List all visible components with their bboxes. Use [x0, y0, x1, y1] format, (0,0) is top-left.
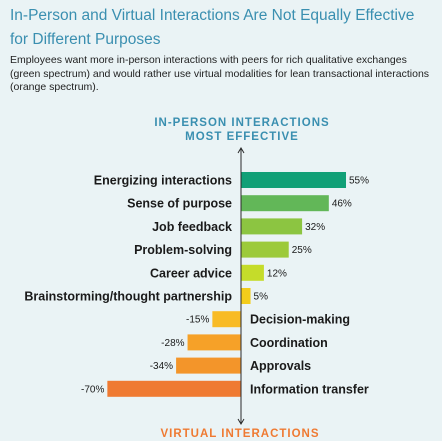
category-label-problem-solving: Problem-solving: [134, 243, 232, 257]
category-label-job-feedback: Job feedback: [152, 220, 232, 234]
value-label-information-transfer: -70%: [81, 384, 104, 395]
value-label-problem-solving: 25%: [292, 245, 312, 256]
category-label-information-transfer: Information transfer: [250, 382, 369, 396]
chart-subtitle: Employees want more in-person interactio…: [10, 54, 430, 93]
bar-problem-solving: [241, 241, 289, 258]
bar-coordination: [187, 334, 241, 351]
bar-sense-of-purpose: [241, 195, 329, 212]
axis-arrow-down-icon: [237, 418, 245, 425]
chart-title: In-Person and Virtual Interactions Are N…: [10, 7, 415, 48]
category-label-energizing-interactions: Energizing interactions: [94, 174, 232, 188]
bar-career-advice: [241, 264, 264, 281]
bar-information-transfer: [107, 380, 241, 397]
value-label-brainstorming-thought-partnership: 5%: [254, 292, 269, 303]
category-label-coordination: Coordination: [250, 336, 328, 350]
category-label-brainstorming-thought-partnership: Brainstorming/thought partnership: [24, 290, 232, 304]
top-label-line1: IN-PERSON INTERACTIONS: [154, 117, 329, 129]
bottom-label: VIRTUAL INTERACTIONS: [160, 428, 319, 440]
category-label-career-advice: Career advice: [150, 266, 232, 280]
bar-energizing-interactions: [241, 172, 346, 188]
value-label-approvals: -34%: [150, 361, 173, 372]
value-label-coordination: -28%: [161, 338, 184, 349]
value-label-decision-making: -15%: [186, 315, 209, 326]
bar-decision-making: [212, 311, 241, 328]
value-label-career-advice: 12%: [267, 268, 287, 279]
top-label-line2: MOST EFFECTIVE: [185, 131, 299, 143]
bar-approvals: [176, 357, 241, 374]
category-label-sense-of-purpose: Sense of purpose: [127, 197, 232, 211]
value-label-energizing-interactions: 55%: [349, 176, 369, 187]
value-label-job-feedback: 32%: [305, 222, 325, 233]
bar-job-feedback: [241, 218, 303, 235]
category-label-approvals: Approvals: [250, 359, 311, 373]
axis-arrow-up-icon: [237, 147, 245, 154]
category-label-decision-making: Decision-making: [250, 313, 350, 327]
value-label-sense-of-purpose: 46%: [332, 199, 352, 210]
bar-brainstorming-thought-partnership: [241, 288, 251, 304]
